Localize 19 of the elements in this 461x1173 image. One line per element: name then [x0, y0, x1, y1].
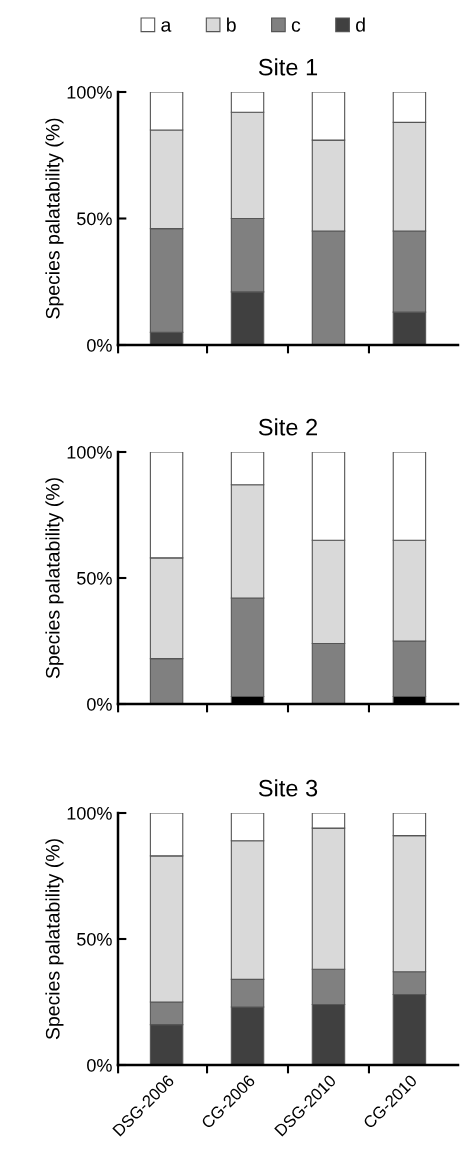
y-tick-label: 0% [87, 1058, 112, 1072]
legend-label: d [356, 17, 365, 32]
y-tick-label: 50% [77, 571, 112, 585]
legend-label: b [227, 17, 236, 32]
y-tick-label: 100% [67, 85, 112, 99]
y-tick-label: 100% [67, 806, 112, 820]
y-tick-label: 50% [77, 932, 112, 946]
y-tick-label: 0% [87, 338, 112, 352]
y-axis-title: Species palatability (%) [45, 118, 64, 319]
y-tick-label: 100% [67, 445, 112, 459]
y-tick-label: 0% [87, 697, 112, 711]
chart-title: Site 1 [258, 58, 318, 76]
y-axis-title: Species palatability (%) [45, 478, 64, 679]
legend-label: a [161, 21, 172, 32]
chart-title: Site 2 [258, 418, 317, 436]
legend-label: c [291, 21, 301, 32]
y-tick-label: 50% [77, 212, 112, 226]
y-axis-title: Species palatability (%) [45, 839, 64, 1040]
chart-title: Site 3 [258, 779, 318, 797]
